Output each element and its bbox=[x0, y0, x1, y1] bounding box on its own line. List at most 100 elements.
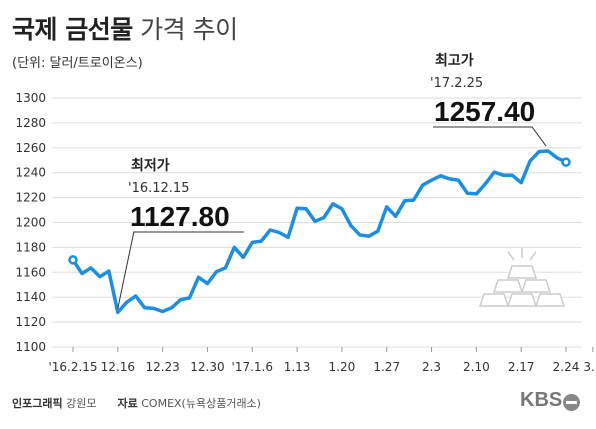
data-point bbox=[68, 255, 78, 265]
y-tick-label: 1140 bbox=[15, 290, 46, 304]
data-point bbox=[394, 214, 398, 218]
x-tick-label: '17.1.6 bbox=[232, 360, 273, 374]
y-tick-label: 1100 bbox=[15, 340, 46, 354]
data-point bbox=[439, 174, 443, 178]
x-tick-label: 2.17 bbox=[508, 360, 535, 374]
chart-unit: (단위: 달러/트로이온스) bbox=[12, 56, 143, 71]
data-point bbox=[313, 219, 317, 223]
data-point bbox=[385, 205, 389, 209]
data-point bbox=[125, 300, 129, 304]
data-point bbox=[447, 177, 451, 181]
chart-title-light: 가격 추이 bbox=[140, 15, 238, 44]
data-point bbox=[205, 282, 209, 286]
data-point bbox=[376, 229, 380, 233]
x-tick-label: 1.20 bbox=[329, 360, 356, 374]
data-point bbox=[134, 294, 138, 298]
x-tick-label: '16.2.15 bbox=[48, 360, 97, 374]
y-tick-label: 1120 bbox=[15, 315, 46, 329]
x-tick-label: 2.10 bbox=[463, 360, 490, 374]
data-point bbox=[492, 170, 496, 174]
data-point bbox=[223, 266, 227, 270]
data-point bbox=[555, 156, 559, 160]
data-point bbox=[277, 230, 281, 234]
data-point bbox=[98, 275, 102, 279]
footer-author: 강원모 bbox=[66, 397, 97, 410]
x-tick-label: 12.16 bbox=[101, 360, 135, 374]
x-tick-label: 12.23 bbox=[145, 360, 179, 374]
data-point bbox=[241, 255, 245, 259]
data-point bbox=[143, 306, 147, 310]
data-point bbox=[501, 173, 505, 177]
data-point bbox=[152, 306, 156, 310]
data-point bbox=[232, 245, 236, 249]
annotation-high-label: 최고가 bbox=[435, 53, 474, 69]
data-point bbox=[349, 224, 353, 228]
data-point bbox=[537, 150, 541, 154]
x-tick-label: 2.24 bbox=[553, 360, 580, 374]
annotation-high-value: 1257.40 bbox=[434, 96, 535, 127]
data-point bbox=[483, 182, 487, 186]
data-point bbox=[188, 296, 192, 300]
x-tick-label: 2.3 bbox=[422, 360, 441, 374]
kbs-logo-mark bbox=[563, 394, 580, 411]
y-tick-label: 1220 bbox=[15, 191, 46, 205]
x-tick-label: 12.30 bbox=[190, 360, 224, 374]
data-point bbox=[367, 234, 371, 238]
data-point bbox=[259, 239, 263, 243]
y-tick-label: 1260 bbox=[15, 141, 46, 155]
data-point bbox=[358, 233, 362, 237]
data-point bbox=[196, 275, 200, 279]
x-tick-label: 3.1 bbox=[583, 360, 596, 374]
annotation-low-date: '16.12.15 bbox=[128, 181, 189, 196]
data-point bbox=[528, 159, 532, 163]
y-tick-label: 1300 bbox=[15, 91, 46, 105]
data-point bbox=[250, 240, 254, 244]
kbs-logo: KBS bbox=[520, 389, 563, 411]
data-point bbox=[546, 149, 550, 153]
data-point bbox=[430, 178, 434, 182]
footer-label-infographic: 인포그래픽 bbox=[12, 397, 63, 410]
data-point bbox=[179, 298, 183, 302]
data-point bbox=[456, 178, 460, 182]
data-point bbox=[340, 207, 344, 211]
data-point bbox=[519, 181, 523, 185]
series-line bbox=[71, 149, 568, 315]
data-point bbox=[474, 192, 478, 196]
annotation-high-date: '17.2.25 bbox=[430, 76, 483, 91]
data-point bbox=[80, 272, 84, 276]
annotation-low-label: 최저가 bbox=[131, 158, 170, 174]
data-point bbox=[295, 206, 299, 210]
y-tick-label: 1240 bbox=[15, 166, 46, 180]
footer-label-source: 자료 bbox=[117, 397, 138, 410]
data-point bbox=[561, 157, 571, 167]
data-point bbox=[421, 183, 425, 187]
data-point bbox=[510, 173, 514, 177]
y-tick-label: 1160 bbox=[15, 265, 46, 279]
data-point bbox=[331, 202, 335, 206]
data-point bbox=[286, 235, 290, 239]
annotation-leader-high bbox=[433, 126, 547, 147]
data-point bbox=[107, 269, 111, 273]
chart-title-bold: 국제 금선물 bbox=[12, 15, 133, 44]
data-point bbox=[161, 310, 165, 314]
data-point bbox=[214, 270, 218, 274]
annotation-low-value: 1127.80 bbox=[130, 201, 230, 232]
x-tick-label: 1.13 bbox=[284, 360, 311, 374]
footer: 인포그래픽 강원모 자료 COMEX(뉴욕상품거래소) bbox=[12, 395, 261, 411]
data-point bbox=[170, 306, 174, 310]
data-point bbox=[403, 199, 407, 203]
data-point bbox=[268, 228, 272, 232]
footer-source: COMEX(뉴욕상품거래소) bbox=[141, 397, 261, 410]
chart-title: 국제 금선물 가격 추이 bbox=[12, 10, 238, 46]
data-point bbox=[322, 216, 326, 220]
annotation-leader-low bbox=[117, 231, 244, 309]
data-point bbox=[304, 207, 308, 211]
gold-bars-icon bbox=[478, 248, 566, 307]
data-point bbox=[116, 310, 120, 314]
y-tick-label: 1200 bbox=[15, 216, 46, 230]
x-tick-label: 1.27 bbox=[373, 360, 400, 374]
data-point bbox=[465, 191, 469, 195]
y-tick-label: 1180 bbox=[15, 240, 46, 254]
data-point bbox=[412, 198, 416, 202]
